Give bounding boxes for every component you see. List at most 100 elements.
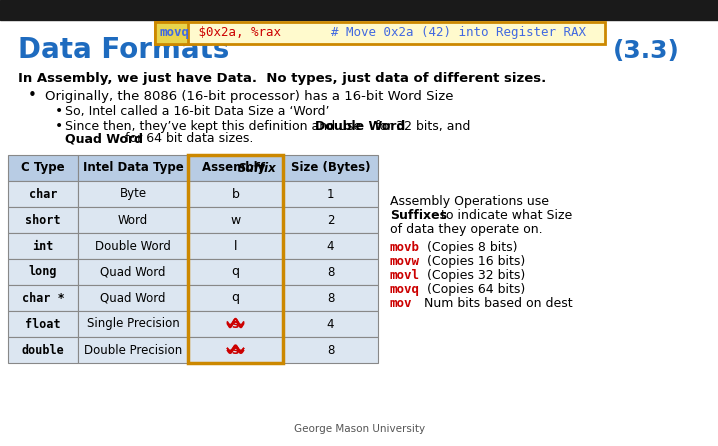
Text: Double Word: Double Word	[315, 120, 405, 133]
Text: •: •	[55, 119, 63, 133]
Text: Num bits based on dest: Num bits based on dest	[411, 297, 572, 310]
Text: Assembly Operations use: Assembly Operations use	[390, 195, 549, 208]
Bar	[188, 155, 283, 363]
Text: b: b	[232, 187, 239, 201]
Text: q: q	[231, 292, 240, 305]
Text: In Assembly, we just have Data.  No types, just data of different sizes.: In Assembly, we just have Data. No types…	[18, 72, 546, 85]
Text: Word: Word	[118, 214, 148, 227]
Text: short: short	[25, 214, 61, 227]
Text: 8: 8	[327, 292, 334, 305]
Bar	[78, 207, 188, 233]
Text: $0x2a, %rax: $0x2a, %rax	[191, 26, 281, 39]
Text: w: w	[230, 214, 241, 227]
Text: (Copies 64 bits): (Copies 64 bits)	[419, 283, 525, 296]
Text: Suffixes: Suffixes	[390, 209, 447, 222]
Text: Originally, the 8086 (16-bit processor) has a 16-bit Word Size: Originally, the 8086 (16-bit processor) …	[45, 90, 454, 103]
Bar	[188, 207, 283, 233]
Bar	[188, 311, 283, 337]
Text: float: float	[25, 318, 61, 330]
Text: int: int	[32, 240, 54, 252]
Bar	[155, 22, 188, 44]
Bar	[78, 233, 188, 259]
Bar	[283, 181, 378, 207]
Bar	[8, 233, 78, 259]
Bar	[78, 311, 188, 337]
Bar	[283, 285, 378, 311]
Text: Quad Word: Quad Word	[65, 132, 143, 145]
Text: 8: 8	[327, 343, 334, 356]
Bar	[78, 155, 188, 181]
Text: So, Intel called a 16-bit Data Size a ‘Word’: So, Intel called a 16-bit Data Size a ‘W…	[65, 105, 330, 118]
Text: Since then, they’ve kept this definition and use: Since then, they’ve kept this definition…	[65, 120, 365, 133]
Text: s: s	[232, 318, 239, 330]
Text: movb: movb	[390, 241, 420, 254]
Text: 4: 4	[327, 240, 335, 252]
Text: Quad Word: Quad Word	[101, 265, 166, 278]
Bar	[188, 181, 283, 207]
Bar	[283, 207, 378, 233]
FancyBboxPatch shape	[155, 22, 605, 44]
Text: Double Word: Double Word	[95, 240, 171, 252]
Bar	[188, 155, 283, 181]
Text: •: •	[55, 104, 63, 118]
Text: 2: 2	[327, 214, 335, 227]
Text: movl: movl	[390, 269, 420, 282]
Bar	[78, 259, 188, 285]
Text: (Copies 16 bits): (Copies 16 bits)	[419, 255, 525, 268]
Bar	[283, 337, 378, 363]
Text: Double Precision: Double Precision	[84, 343, 182, 356]
Bar	[283, 233, 378, 259]
Text: (3.3): (3.3)	[613, 39, 680, 63]
Text: long: long	[29, 265, 57, 278]
Text: Byte: Byte	[119, 187, 146, 201]
Bar	[8, 337, 78, 363]
Text: q: q	[231, 265, 240, 278]
Text: •: •	[28, 88, 37, 103]
Text: mov: mov	[390, 297, 413, 310]
Text: for 32 bits, and: for 32 bits, and	[371, 120, 470, 133]
Bar	[188, 233, 283, 259]
Bar	[283, 155, 378, 181]
Text: Size (Bytes): Size (Bytes)	[291, 161, 370, 174]
Text: to indicate what Size: to indicate what Size	[437, 209, 572, 222]
Text: of data they operate on.: of data they operate on.	[390, 223, 543, 236]
Text: George Mason University: George Mason University	[294, 424, 426, 434]
Text: movq: movq	[390, 283, 420, 296]
Text: # Move 0x2a (42) into Register RAX: # Move 0x2a (42) into Register RAX	[271, 26, 586, 39]
Text: Suffix: Suffix	[238, 161, 277, 174]
Bar	[8, 259, 78, 285]
Bar	[8, 311, 78, 337]
Bar	[78, 337, 188, 363]
Bar	[188, 285, 283, 311]
Bar	[283, 259, 378, 285]
Text: char: char	[29, 187, 57, 201]
Bar	[188, 259, 283, 285]
Text: double: double	[22, 343, 65, 356]
Text: Data Formats: Data Formats	[18, 36, 229, 64]
Bar	[8, 207, 78, 233]
Text: char *: char *	[22, 292, 65, 305]
Text: Assembly: Assembly	[202, 161, 269, 174]
Bar	[8, 181, 78, 207]
Bar	[78, 181, 188, 207]
Text: s: s	[232, 343, 239, 356]
Text: l: l	[234, 240, 237, 252]
Bar	[188, 337, 283, 363]
Text: Intel Data Type: Intel Data Type	[83, 161, 183, 174]
Bar	[0, 0, 718, 20]
Bar	[8, 155, 78, 181]
Text: Quad Word: Quad Word	[101, 292, 166, 305]
Text: C Type: C Type	[22, 161, 65, 174]
Text: Single Precision: Single Precision	[87, 318, 180, 330]
Text: (Copies 32 bits): (Copies 32 bits)	[419, 269, 525, 282]
Bar	[78, 285, 188, 311]
Text: movq: movq	[159, 26, 189, 39]
Bar	[283, 311, 378, 337]
Text: for 64 bit data sizes.: for 64 bit data sizes.	[121, 132, 253, 145]
Bar	[8, 285, 78, 311]
Text: 8: 8	[327, 265, 334, 278]
Text: movw: movw	[390, 255, 420, 268]
Text: (Copies 8 bits): (Copies 8 bits)	[419, 241, 517, 254]
Text: 4: 4	[327, 318, 335, 330]
Text: 1: 1	[327, 187, 335, 201]
